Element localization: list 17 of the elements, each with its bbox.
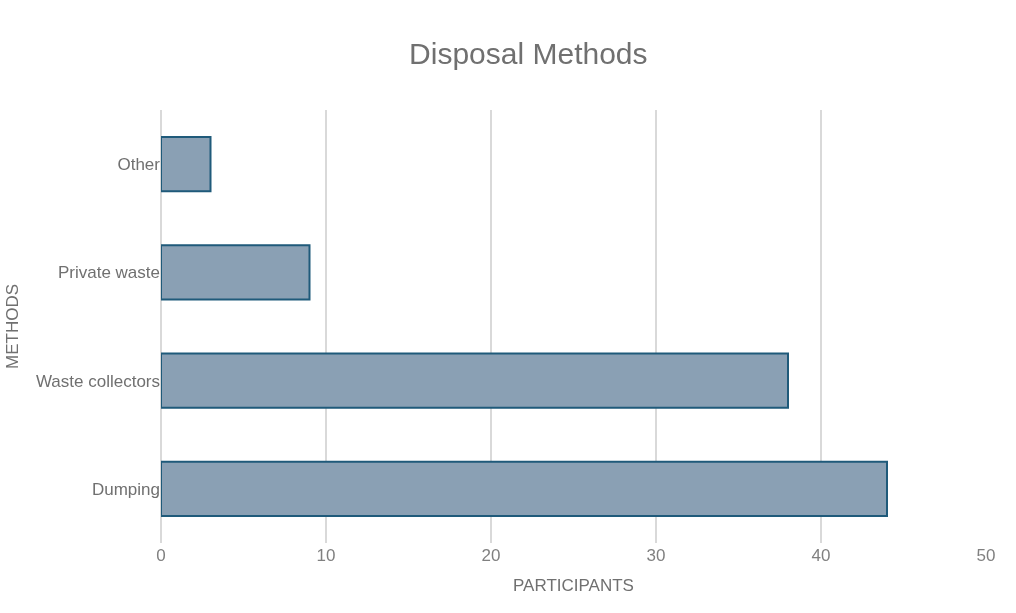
bar: [161, 136, 212, 193]
x-tick-label: 40: [811, 546, 831, 565]
x-axis-title: PARTICIPANTS: [513, 576, 634, 596]
x-tick-label: 0: [156, 546, 166, 565]
bar: [161, 244, 311, 301]
chart-title: Disposal Methods: [409, 36, 648, 70]
x-tick-label: 10: [316, 546, 336, 565]
y-tick-label: Dumping: [91, 479, 160, 499]
x-tick-label: 20: [481, 546, 501, 565]
bar: [161, 352, 789, 409]
y-tick-label: Other: [117, 155, 161, 175]
x-tick-label: 30: [646, 546, 666, 565]
bar: [161, 460, 888, 517]
x-tick-label: 50: [976, 546, 996, 565]
y-tick-label: Private waste: [57, 263, 160, 283]
y-tick-label: Waste collectors: [35, 371, 160, 391]
y-axis-title: METHODS: [3, 284, 23, 369]
